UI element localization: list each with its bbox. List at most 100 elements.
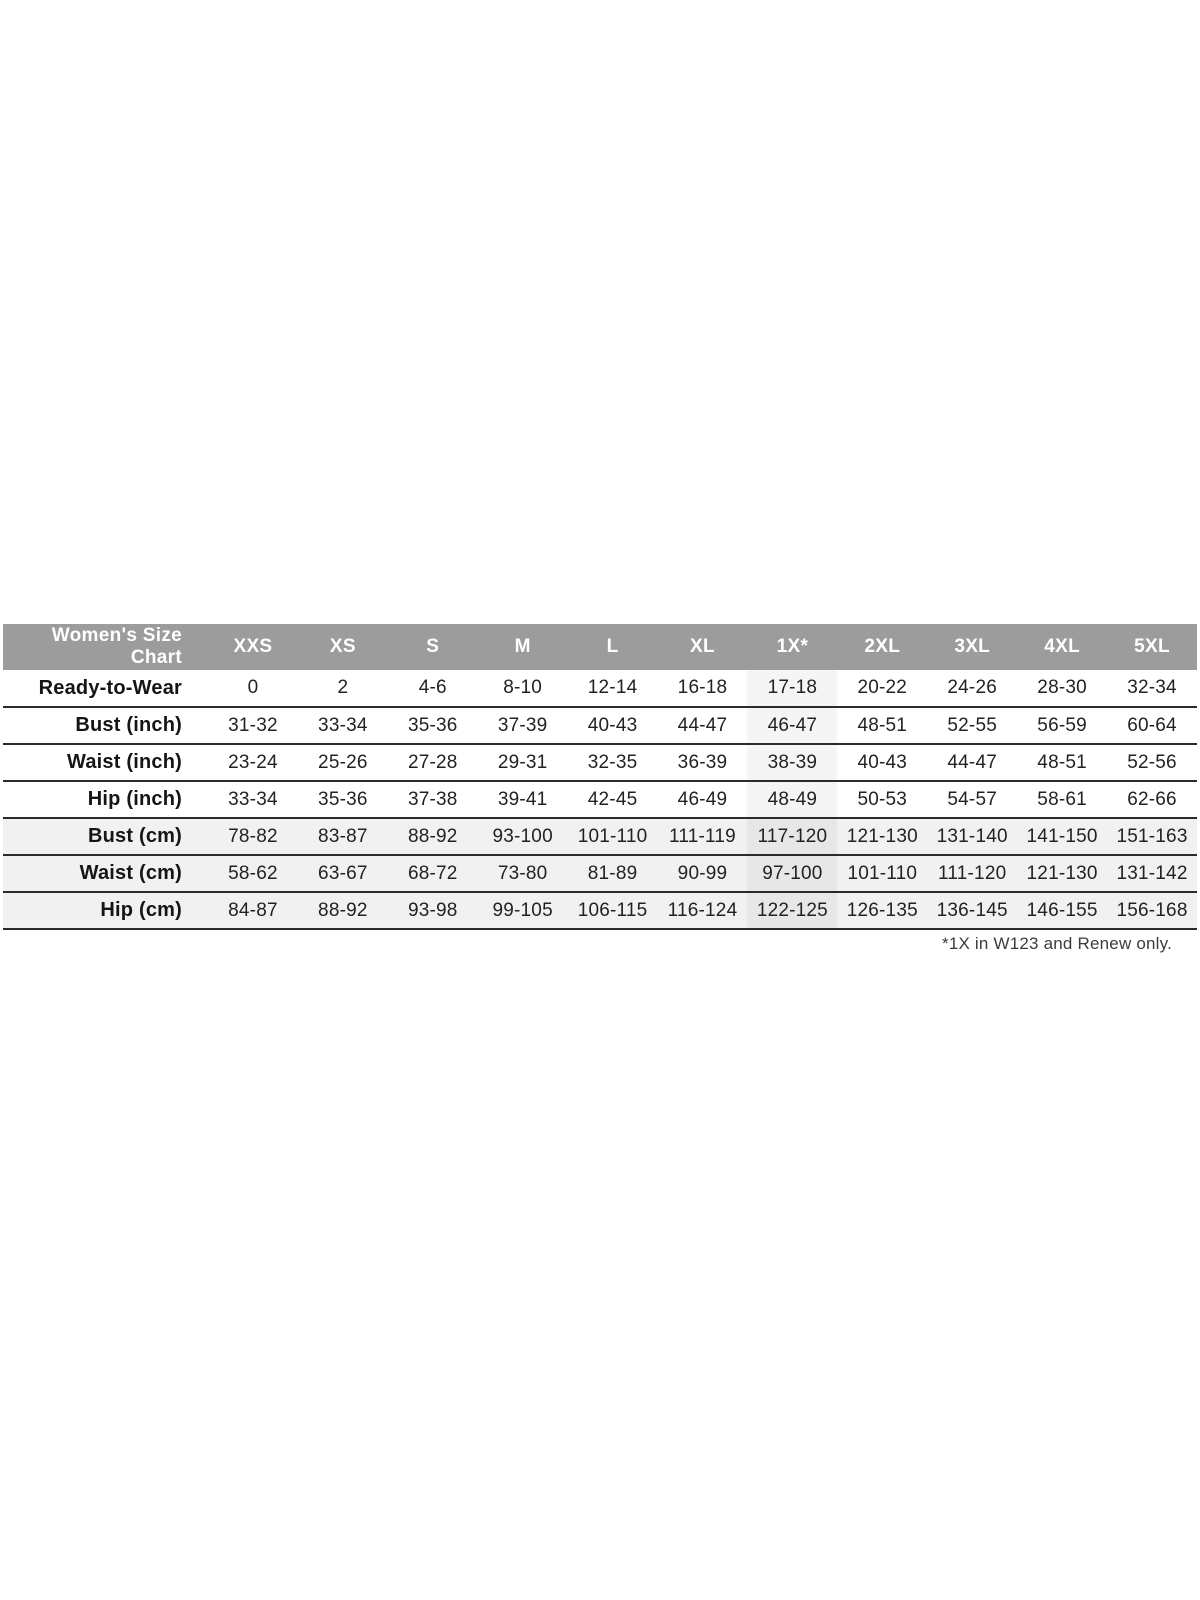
table-cell: 106-115 bbox=[577, 899, 648, 921]
table-cell: 0 bbox=[247, 677, 259, 698]
table-cell: 63-67 bbox=[318, 862, 368, 884]
table-cell: 99-105 bbox=[492, 899, 553, 921]
header-row: Women's Size Chart XXS XS S M L XL 1X* 2XL 3XL 4XL… bbox=[3, 624, 1197, 670]
table-cell: 32-35 bbox=[587, 751, 638, 773]
column-header: XXS bbox=[208, 624, 298, 670]
table-cell: 131-142 bbox=[1116, 862, 1188, 884]
table-cell: 25-26 bbox=[318, 751, 368, 773]
footnote: *1X in W123 and Renew only. bbox=[942, 934, 1172, 953]
table-cell: 40-43 bbox=[857, 751, 908, 773]
table-cell: 84-87 bbox=[228, 899, 278, 921]
table-cell: 23-24 bbox=[228, 751, 278, 773]
table-cell: 48-51 bbox=[1037, 751, 1087, 773]
table-cell: 90-99 bbox=[677, 862, 728, 884]
row-label: Bust (cm) bbox=[87, 825, 182, 847]
table-cell: 121-130 bbox=[1026, 862, 1098, 884]
table-cell: 58-62 bbox=[228, 862, 278, 884]
table-cell: 27-28 bbox=[407, 751, 458, 773]
table-cell: 101-110 bbox=[577, 825, 648, 847]
table-cell: 156-168 bbox=[1116, 899, 1188, 921]
table-cell: 2 bbox=[337, 677, 349, 698]
column-header: 5XL bbox=[1107, 624, 1197, 670]
table-cell: 31-32 bbox=[228, 714, 278, 736]
table-cell: 116-124 bbox=[667, 899, 738, 921]
table-cell: 73-80 bbox=[497, 862, 548, 884]
table-row: Hip (cm) 84-87 88-92 93-98 99-105 106-115 116-… bbox=[3, 892, 1197, 929]
table-cell: 37-39 bbox=[497, 714, 548, 736]
column-header: L bbox=[567, 624, 658, 670]
row-label: Bust (inch) bbox=[75, 714, 182, 736]
table-cell: 122-125 bbox=[747, 892, 838, 929]
table-cell: 81-89 bbox=[587, 862, 638, 884]
row-label: Hip (cm) bbox=[100, 899, 182, 921]
table-cell: 60-64 bbox=[1127, 714, 1177, 736]
table-cell: 54-57 bbox=[947, 788, 997, 810]
table-cell: 97-100 bbox=[747, 855, 838, 892]
table-row: Waist (inch) 23-24 25-26 27-28 29-31 32-35 36-… bbox=[3, 744, 1197, 781]
table-cell: 4-6 bbox=[418, 677, 447, 698]
table-cell: 83-87 bbox=[318, 825, 368, 847]
table-row: Bust (inch) 31-32 33-34 35-36 37-39 40-43 44-4… bbox=[3, 707, 1197, 744]
table-cell: 32-34 bbox=[1127, 677, 1177, 698]
column-header: 4XL bbox=[1017, 624, 1108, 670]
table-cell: 24-26 bbox=[947, 677, 997, 698]
row-label: Hip (inch) bbox=[87, 788, 182, 810]
table-cell: 52-55 bbox=[947, 714, 997, 736]
size-chart-table: Women's Size Chart XXS XS S M L XL 1X* 2XL 3XL 4XL… bbox=[3, 624, 1197, 930]
table-cell: 62-66 bbox=[1127, 788, 1177, 810]
table-cell: 58-61 bbox=[1037, 788, 1087, 810]
table-cell: 36-39 bbox=[677, 751, 728, 773]
table-cell: 46-49 bbox=[677, 788, 728, 810]
column-header: XL bbox=[657, 624, 748, 670]
table-cell: 20-22 bbox=[857, 677, 908, 698]
table-cell: 33-34 bbox=[228, 788, 278, 810]
column-header: 1X* bbox=[747, 624, 838, 670]
table-cell: 126-135 bbox=[846, 899, 918, 921]
table-cell: 146-155 bbox=[1026, 899, 1098, 921]
column-header: 2XL bbox=[837, 624, 928, 670]
table-cell: 48-49 bbox=[747, 781, 838, 818]
table-cell: 35-36 bbox=[318, 788, 368, 810]
column-header: S bbox=[387, 624, 478, 670]
size-chart-body: Ready-to-Wear 0 2 4-6 8-10 12-14 16-18 17-18 20-… bbox=[3, 670, 1197, 929]
table-cell: 56-59 bbox=[1037, 714, 1087, 736]
table-cell: 121-130 bbox=[846, 825, 918, 847]
table-row: Ready-to-Wear 0 2 4-6 8-10 12-14 16-18 17-18 20-… bbox=[3, 670, 1197, 707]
column-header: M bbox=[477, 624, 568, 670]
table-cell: 38-39 bbox=[747, 744, 838, 781]
table-cell: 111-119 bbox=[669, 825, 736, 847]
table-cell: 40-43 bbox=[587, 714, 638, 736]
table-cell: 48-51 bbox=[857, 714, 908, 736]
table-cell: 12-14 bbox=[587, 677, 638, 698]
row-label: Waist (cm) bbox=[79, 862, 182, 884]
row-label: Waist (inch) bbox=[67, 751, 182, 773]
table-row: Bust (cm) 78-82 83-87 88-92 93-100 101-110 111… bbox=[3, 818, 1197, 855]
table-cell: 8-10 bbox=[503, 677, 543, 698]
table-cell: 29-31 bbox=[497, 751, 548, 773]
table-cell: 151-163 bbox=[1116, 825, 1188, 847]
table-cell: 44-47 bbox=[677, 714, 728, 736]
table-cell: 50-53 bbox=[857, 788, 908, 810]
table-cell: 46-47 bbox=[747, 707, 838, 744]
table-cell: 33-34 bbox=[318, 714, 368, 736]
row-label: Ready-to-Wear bbox=[38, 676, 182, 699]
table-cell: 17-18 bbox=[747, 670, 838, 707]
column-header: 3XL bbox=[927, 624, 1018, 670]
table-cell: 136-145 bbox=[936, 899, 1008, 921]
table-row: Waist (cm) 58-62 63-67 68-72 73-80 81-89 90-99… bbox=[3, 855, 1197, 892]
table-cell: 35-36 bbox=[407, 714, 458, 736]
column-header: XS bbox=[297, 624, 388, 670]
table-title: Women's Size Chart bbox=[3, 624, 208, 670]
table-cell: 52-56 bbox=[1127, 751, 1177, 773]
table-cell: 16-18 bbox=[677, 677, 728, 698]
table-cell: 93-100 bbox=[492, 825, 553, 847]
table-cell: 141-150 bbox=[1026, 825, 1098, 847]
size-chart-header: Women's Size Chart XXS XS S M L XL 1X* 2XL 3XL 4XL… bbox=[3, 624, 1197, 670]
table-cell: 68-72 bbox=[407, 862, 458, 884]
table-cell: 88-92 bbox=[318, 899, 368, 921]
table-cell: 131-140 bbox=[936, 825, 1008, 847]
table-cell: 39-41 bbox=[497, 788, 548, 810]
table-cell: 101-110 bbox=[847, 862, 918, 884]
table-cell: 117-120 bbox=[747, 818, 838, 855]
